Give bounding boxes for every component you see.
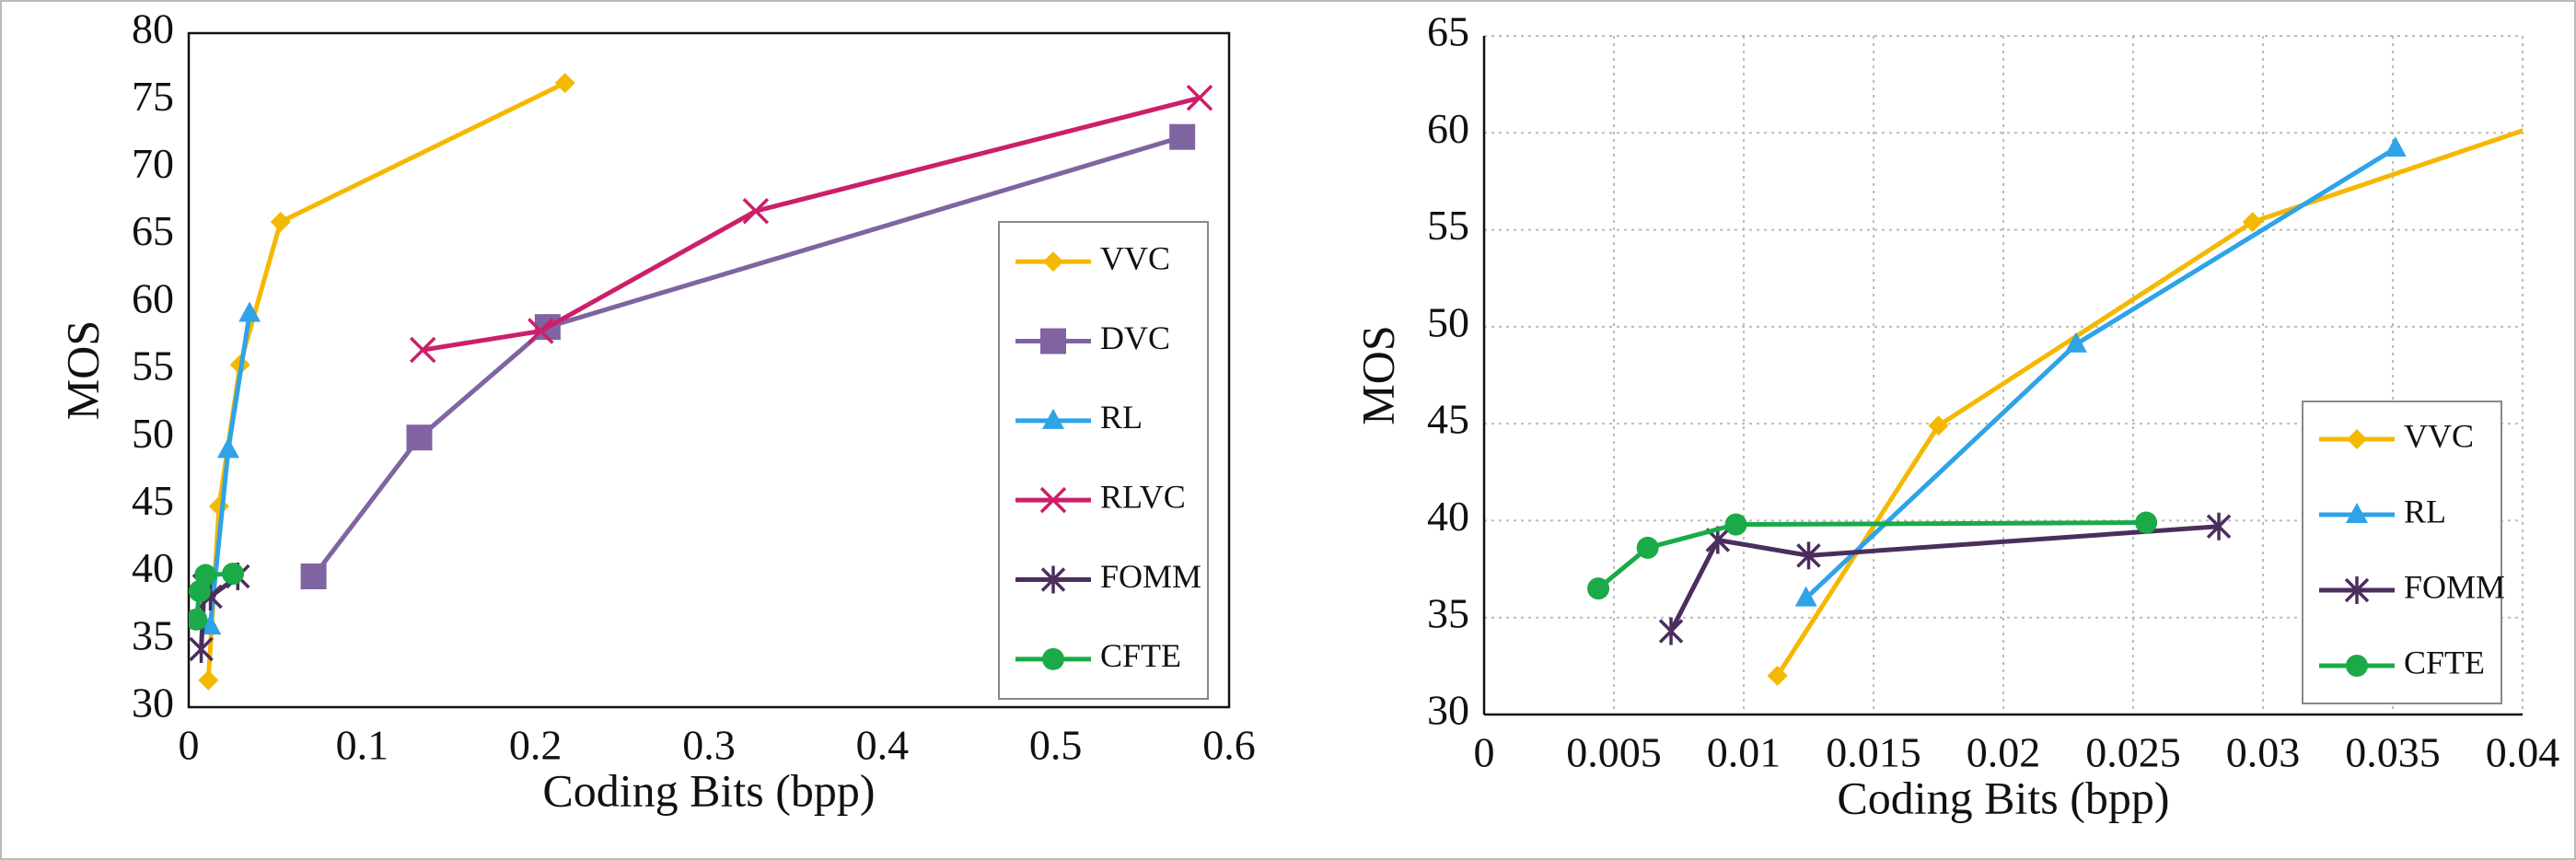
y-tick-label: 45	[1427, 396, 1469, 443]
legend-label: RL	[2404, 493, 2446, 529]
plot-frame	[187, 31, 1231, 709]
x-axis-label: Coding Bits (bpp)	[542, 764, 875, 816]
y-tick-label: 40	[1427, 493, 1469, 540]
data-point	[2242, 212, 2263, 233]
x-tick-label: 0.1	[336, 722, 389, 769]
y-tick-label: 30	[1427, 687, 1469, 734]
data-point	[189, 635, 214, 664]
data-point	[238, 301, 261, 322]
data-point	[216, 437, 239, 459]
series-line	[311, 134, 1183, 578]
plot-area	[1587, 128, 2523, 686]
y-tick-label: 60	[1427, 105, 1469, 152]
series-line	[422, 95, 1201, 353]
legend-marker	[2346, 503, 2368, 523]
series-line	[1596, 520, 2147, 591]
data-point	[222, 563, 245, 586]
legend-box	[998, 221, 1209, 700]
legend-marker	[1042, 647, 1064, 670]
x-tick-label: 0.04	[2486, 729, 2560, 776]
y-tick-label: 60	[132, 274, 174, 321]
data-point	[300, 563, 327, 589]
legend-marker	[1039, 486, 1067, 514]
data-point	[1796, 541, 1821, 570]
legend-label: RL	[1100, 399, 1143, 436]
x-tick-label: 0.035	[2345, 729, 2441, 776]
data-point	[1169, 123, 1196, 150]
legend-label: FOMM	[2404, 568, 2505, 605]
y-tick-label: 35	[1427, 589, 1469, 636]
legend-marker	[2344, 576, 2370, 604]
x-tick-label: 0.6	[1202, 722, 1256, 769]
y-tick-label: 75	[132, 73, 174, 120]
y-tick-label: 50	[132, 410, 174, 457]
x-tick-label: 0.3	[682, 722, 736, 769]
data-point	[1636, 536, 1659, 559]
legend-label: CFTE	[1100, 637, 1181, 674]
data-point	[270, 211, 291, 232]
data-point	[1928, 415, 1949, 436]
data-point	[1186, 85, 1213, 111]
data-point	[199, 614, 222, 635]
legend-marker	[1040, 328, 1066, 354]
y-tick-label: 80	[132, 6, 174, 52]
x-tick-label: 0.4	[856, 722, 910, 769]
data-point	[2064, 331, 2087, 353]
legend-label: VVC	[2404, 417, 2474, 454]
x-tick-label: 0.015	[1826, 729, 1921, 776]
x-tick-label: 0.2	[509, 722, 563, 769]
plot-area	[189, 73, 1213, 691]
data-point	[2206, 512, 2232, 540]
y-tick-label: 65	[1427, 8, 1469, 55]
x-tick-label: 0.005	[1566, 729, 1662, 776]
x-tick-label: 0	[1474, 729, 1495, 776]
legend-marker	[2347, 429, 2367, 449]
data-point	[1767, 665, 1788, 686]
legend-marker	[1040, 565, 1066, 594]
y-tick-label: 70	[132, 140, 174, 187]
y-tick-label: 55	[1427, 202, 1469, 249]
legend-label: DVC	[1100, 320, 1170, 356]
y-tick-label: 40	[132, 544, 174, 591]
series-line	[1668, 524, 2220, 633]
legend-label: RLVC	[1100, 478, 1186, 515]
data-point	[410, 336, 436, 364]
data-point	[189, 608, 208, 631]
data-point	[528, 318, 554, 344]
x-tick-label: 0.5	[1029, 722, 1083, 769]
x-axis-label: Coding Bits (bpp)	[1837, 772, 2169, 823]
data-point	[2135, 511, 2158, 534]
x-tick-label: 0.02	[1967, 729, 2041, 776]
legend-label: CFTE	[2404, 644, 2485, 680]
legend-marker	[1042, 408, 1064, 429]
y-tick-label: 65	[132, 207, 174, 254]
data-point	[1724, 513, 1747, 536]
y-tick-label: 50	[1427, 298, 1469, 345]
x-tick-label: 0	[179, 722, 200, 769]
data-point	[742, 198, 770, 225]
data-point	[2384, 136, 2407, 157]
y-tick-label: 45	[132, 477, 174, 524]
data-point	[1794, 586, 1817, 607]
y-tick-label: 30	[132, 680, 174, 726]
y-axis-label: MOS	[1352, 325, 1403, 424]
legend-marker	[1043, 251, 1063, 273]
x-tick-label: 0.025	[2085, 729, 2181, 776]
y-tick-label: 55	[132, 343, 174, 389]
data-point	[194, 564, 217, 587]
data-point	[198, 669, 219, 691]
data-point	[1587, 577, 1610, 600]
legend-label: FOMM	[1100, 558, 1201, 595]
y-tick-label: 35	[132, 611, 174, 658]
legend-label: VVC	[1100, 239, 1170, 276]
legend-box	[2302, 401, 2502, 704]
x-tick-label: 0.01	[1707, 729, 1781, 776]
x-tick-label: 0.03	[2226, 729, 2301, 776]
data-point	[406, 424, 433, 451]
legend-marker	[2346, 655, 2368, 677]
data-point	[554, 73, 575, 94]
y-axis-label: MOS	[56, 320, 108, 420]
data-point	[1658, 617, 1684, 645]
